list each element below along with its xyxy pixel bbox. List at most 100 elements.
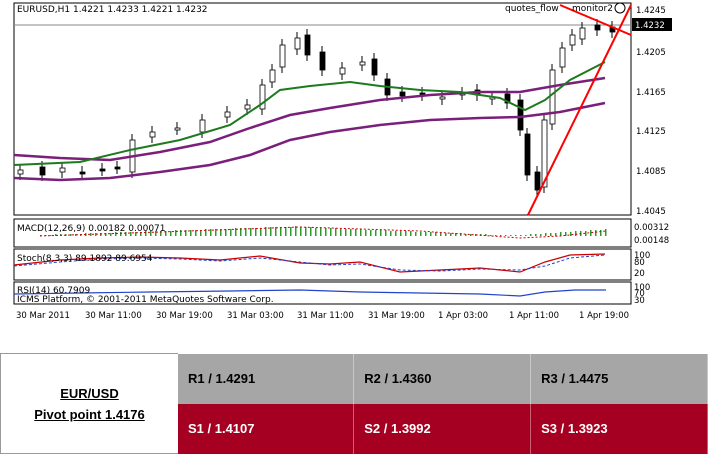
macd-bar	[440, 233, 442, 236]
macd-bar	[120, 232, 122, 236]
macd-bar	[550, 233, 552, 236]
macd-bar	[555, 233, 557, 236]
macd-bar	[275, 227, 277, 236]
macd-bar	[75, 234, 77, 236]
time-tick: 31 Mar 19:00	[368, 311, 425, 321]
candle-body	[504, 93, 511, 104]
macd-bar	[210, 229, 212, 236]
macd-bar	[590, 230, 592, 236]
macd-bar	[390, 231, 392, 236]
macd-bar	[450, 233, 452, 236]
candle-body	[371, 58, 378, 76]
macd-bar	[70, 234, 72, 236]
macd-bar	[215, 229, 217, 236]
macd-bar	[250, 228, 252, 236]
candle-body	[294, 37, 301, 50]
macd-bar	[525, 235, 527, 236]
support-2: S2 / 1.3992	[353, 403, 532, 454]
candlestick-series	[17, 19, 616, 196]
price-tick: 1.4245	[636, 6, 666, 16]
candle-body	[149, 131, 156, 138]
candle-body	[517, 99, 524, 131]
macd-bar	[135, 232, 137, 236]
candle-body	[594, 24, 601, 31]
macd-bar	[205, 229, 207, 236]
candle-body	[569, 34, 576, 46]
candle-body	[114, 166, 121, 170]
macd-bar	[295, 226, 297, 236]
rsi-line	[13, 289, 606, 297]
macd-bar	[265, 227, 267, 236]
chart-header: EURUSD,H1 1.4221 1.4233 1.4221 1.4232	[17, 5, 208, 15]
macd-bar	[300, 227, 302, 236]
price-tick: 1.4045	[636, 207, 666, 217]
macd-bar	[225, 229, 227, 236]
macd-bar	[190, 230, 192, 236]
support-trendline[interactable]	[527, 4, 632, 216]
macd-bar	[495, 235, 497, 236]
pair-cell: EUR/USD Pivot point 1.4176	[0, 353, 178, 454]
macd-bar	[490, 235, 492, 236]
macd-bar	[315, 228, 317, 236]
slow-moving-average	[13, 101, 606, 182]
macd-bar	[230, 229, 232, 236]
macd-bar	[570, 232, 572, 236]
candle-body	[59, 167, 66, 173]
macd-bar	[435, 232, 437, 236]
macd-bar	[305, 227, 307, 236]
macd-bar	[420, 232, 422, 236]
candle-body	[39, 166, 46, 176]
candle-body	[439, 96, 446, 100]
candle-body	[339, 67, 346, 75]
expert-smiley-icon[interactable]	[614, 2, 626, 14]
macd-bar	[165, 231, 167, 236]
time-tick: 1 Apr 19:00	[579, 311, 629, 321]
macd-bar	[415, 232, 417, 236]
stoch-label: Stoch(8,3,3) 89.1892 89.6954	[17, 254, 153, 264]
macd-bar	[220, 229, 222, 236]
stoch-axis-tick: 80	[634, 258, 645, 268]
macd-bar	[110, 233, 112, 236]
macd-bar	[395, 231, 397, 236]
macd-bar	[535, 234, 537, 236]
price-tick: 1.4165	[636, 88, 666, 98]
indicator-label-quotes-flow: quotes_flow	[505, 4, 559, 14]
price-tick: 1.4205	[636, 48, 666, 58]
time-axis: 30 Mar 2011 30 Mar 11:00 30 Mar 19:00 31…	[16, 311, 629, 321]
candle-body	[534, 171, 541, 191]
candle-body	[524, 133, 531, 176]
macd-bar	[335, 228, 337, 236]
macd-bar	[560, 232, 562, 236]
candle-body	[549, 69, 556, 125]
rsi-axis-tick: 100	[634, 283, 650, 293]
macd-bar	[195, 230, 197, 236]
candle-body	[259, 84, 266, 110]
stoch-signal-line	[13, 254, 606, 272]
macd-bar	[320, 228, 322, 236]
price-tick: 1.4125	[636, 127, 666, 137]
time-tick: 31 Mar 03:00	[227, 311, 284, 321]
resistance-2: R2 / 1.4360	[353, 353, 532, 404]
candle-body	[199, 119, 206, 133]
candle-body	[99, 168, 106, 172]
macd-bar	[130, 232, 132, 236]
macd-bar	[50, 235, 52, 236]
macd-bar	[185, 230, 187, 236]
macd-bar	[290, 227, 292, 236]
macd-bar	[170, 231, 172, 236]
current-price-tag	[632, 18, 672, 31]
macd-bar	[470, 234, 472, 236]
resistance-trendline[interactable]	[559, 4, 632, 36]
macd-bar	[310, 227, 312, 236]
macd-bar	[400, 231, 402, 236]
time-tick: 30 Mar 11:00	[85, 311, 142, 321]
indicator-label-monitor: monitor2	[572, 4, 613, 14]
stoch-pane[interactable]	[13, 248, 632, 281]
trading-chart-window[interactable]: EURUSD,H1 1.4221 1.4233 1.4221 1.4232 qu…	[0, 0, 715, 328]
macd-bar	[605, 229, 607, 236]
candle-body	[359, 61, 366, 66]
macd-bar	[510, 235, 512, 236]
rsi-pane[interactable]	[13, 281, 632, 305]
macd-bar	[455, 233, 457, 236]
macd-axis-tick: 0.00312	[634, 223, 669, 233]
